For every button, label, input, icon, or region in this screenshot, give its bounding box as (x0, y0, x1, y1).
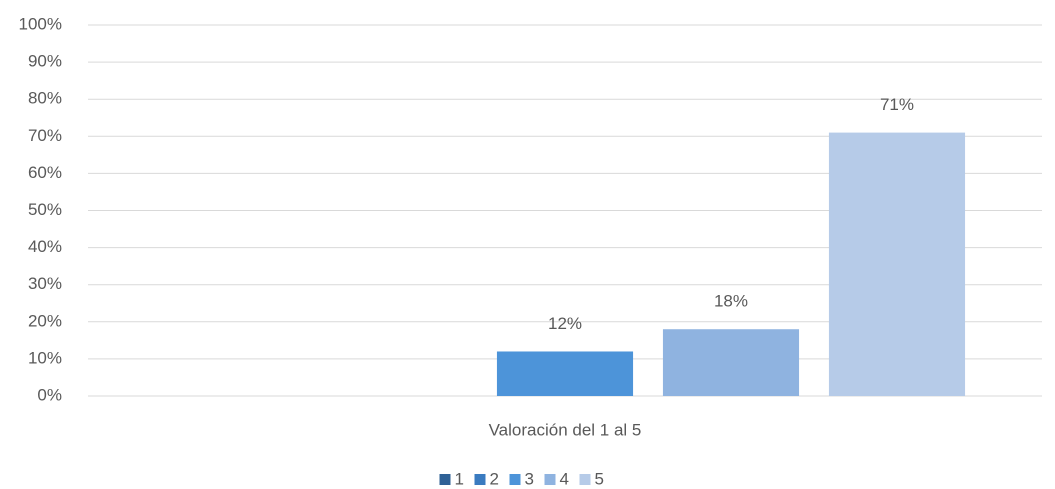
y-tick-label: 10% (28, 348, 62, 367)
data-label: 71% (880, 95, 914, 114)
legend-label: 5 (595, 469, 604, 488)
data-label: 18% (714, 292, 748, 311)
y-tick-label: 50% (28, 200, 62, 219)
y-tick-label: 60% (28, 163, 62, 182)
bar (662, 329, 800, 396)
y-tick-label: 90% (28, 52, 62, 71)
y-tick-label: 20% (28, 311, 62, 330)
bar (828, 132, 966, 396)
legend-swatch (544, 474, 556, 485)
bar (496, 351, 634, 396)
legend-swatch (509, 474, 521, 485)
legend-label: 2 (490, 469, 499, 488)
y-tick-label: 100% (19, 14, 62, 33)
legend-swatch (579, 474, 591, 485)
x-tick-label: Valoración del 1 al 5 (489, 420, 642, 439)
legend-label: 4 (560, 469, 569, 488)
y-tick-label: 0% (37, 385, 62, 404)
y-tick-label: 30% (28, 274, 62, 293)
y-tick-label: 40% (28, 237, 62, 256)
y-tick-label: 70% (28, 126, 62, 145)
legend-label: 3 (525, 469, 534, 488)
legend-swatch (474, 474, 486, 485)
y-tick-label: 80% (28, 89, 62, 108)
legend-swatch (439, 474, 451, 485)
legend-label: 1 (455, 469, 464, 488)
data-label: 12% (548, 314, 582, 333)
